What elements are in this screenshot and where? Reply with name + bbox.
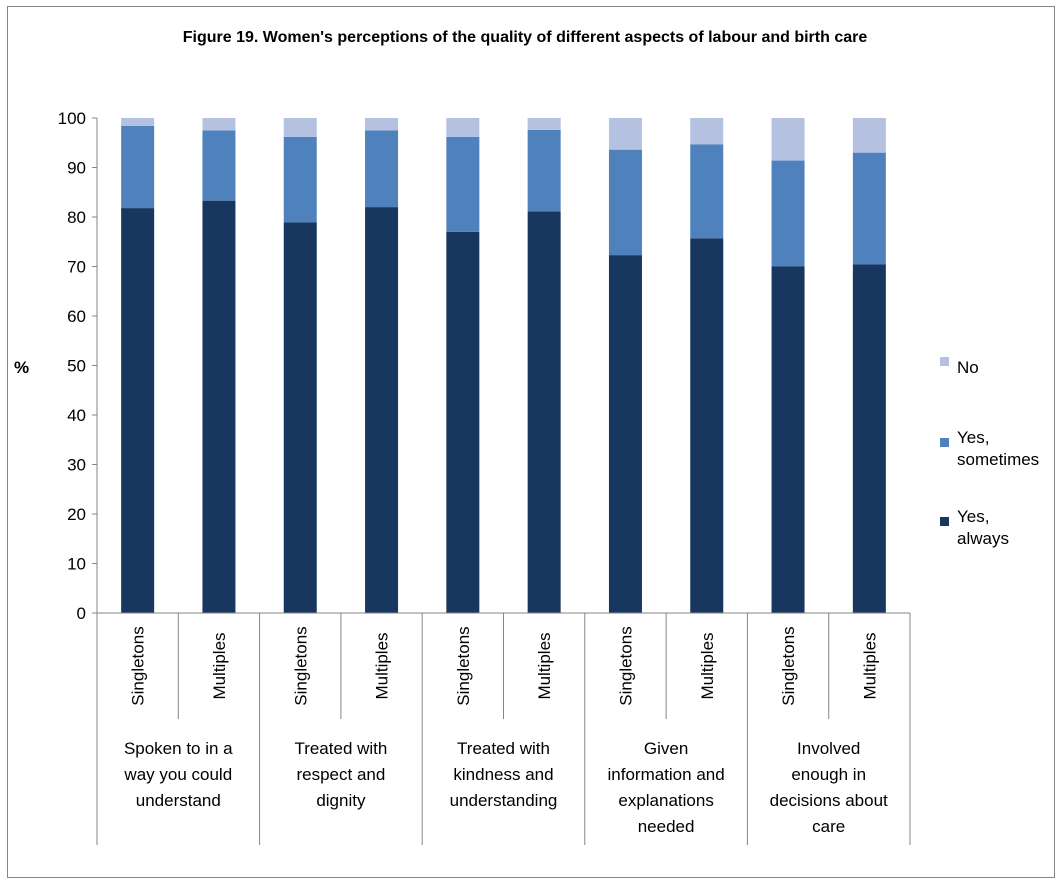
y-tick-label: 50 [67, 357, 86, 376]
bar-segment-no [283, 118, 317, 137]
x-group-label: Given [644, 739, 688, 758]
x-category-label: Multiples [535, 632, 554, 699]
bar-segment-no [446, 118, 480, 137]
x-group-label: enough in [791, 765, 866, 784]
y-tick-label: 0 [77, 604, 86, 623]
x-group-label: Involved [797, 739, 860, 758]
bar-segment-yes-always [283, 222, 317, 613]
x-category-label: Multiples [860, 632, 879, 699]
legend-label: sometimes [957, 450, 1039, 469]
chart-title: Figure 19. Women's perceptions of the qu… [182, 29, 868, 46]
y-tick-label: 10 [67, 555, 86, 574]
bar-segment-yes-always [202, 200, 236, 614]
bar-segment-yes-always [690, 238, 724, 613]
bar-segment-yes-sometimes [771, 160, 805, 267]
x-group-label: kindness and [453, 765, 553, 784]
y-tick-label: 70 [67, 258, 86, 277]
x-category-label: Singletons [291, 626, 310, 705]
y-tick-label: 100 [58, 109, 86, 128]
x-group-label: dignity [316, 791, 366, 810]
x-group-label: Spoken to in a [124, 739, 233, 758]
legend-swatch-yes-sometimes [940, 438, 949, 447]
legend-swatch-no [940, 357, 949, 366]
x-category-label: Singletons [129, 626, 148, 705]
x-category-label: Singletons [779, 626, 798, 705]
bar-segment-yes-sometimes [365, 130, 399, 208]
bar-segment-yes-sometimes [121, 125, 155, 209]
y-axis-label: % [14, 358, 29, 377]
bar-segment-no [202, 118, 236, 131]
bar-segment-yes-always [446, 231, 480, 613]
x-group-label: respect and [296, 765, 385, 784]
legend-swatch-yes-always [940, 517, 949, 526]
bar-segment-yes-always [527, 211, 561, 613]
y-tick-label: 60 [67, 307, 86, 326]
x-group-label: decisions about [770, 791, 888, 810]
x-group-label: explanations [618, 791, 713, 810]
bar-segment-yes-sometimes [608, 149, 642, 256]
bar-segment-yes-always [608, 255, 642, 614]
y-tick-label: 90 [67, 159, 86, 178]
x-group-label: care [812, 817, 845, 836]
x-category-label: Multiples [698, 632, 717, 699]
bar-segment-yes-always [771, 266, 805, 613]
bar-segment-yes-sometimes [852, 152, 886, 265]
bar-segment-no [121, 118, 155, 126]
x-group-label: Treated with [457, 739, 550, 758]
x-category-label: Singletons [454, 626, 473, 705]
bar-segment-yes-always [121, 208, 155, 613]
x-group-label: Treated with [294, 739, 387, 758]
bar-segment-yes-sometimes [202, 130, 236, 201]
bar-segment-no [365, 118, 399, 131]
bar-segment-no [690, 118, 724, 145]
x-group-label: information and [608, 765, 725, 784]
x-group-label: understand [136, 791, 221, 810]
y-tick-label: 80 [67, 208, 86, 227]
bar-segment-yes-always [365, 207, 399, 613]
x-group-label: understanding [450, 791, 558, 810]
bar-segment-no [608, 118, 642, 150]
y-tick-label: 40 [67, 406, 86, 425]
bar-segment-yes-sometimes [446, 136, 480, 232]
bar-segment-no [527, 118, 561, 130]
bar-segment-yes-sometimes [690, 144, 724, 239]
bar-segment-yes-always [852, 264, 886, 613]
x-group-label: needed [638, 817, 695, 836]
bar-segment-no [852, 118, 886, 153]
x-category-label: Multiples [373, 632, 392, 699]
legend-label: Yes, [957, 507, 989, 526]
bar-segment-yes-sometimes [283, 136, 317, 223]
x-category-label: Multiples [210, 632, 229, 699]
legend-label: No [957, 358, 979, 377]
x-category-label: Singletons [616, 626, 635, 705]
x-group-label: way you could [123, 765, 232, 784]
legend-label: always [957, 529, 1009, 548]
y-tick-label: 20 [67, 505, 86, 524]
bar-segment-yes-sometimes [527, 129, 561, 212]
bar-segment-no [771, 118, 805, 161]
legend-label: Yes, [957, 428, 989, 447]
y-tick-label: 30 [67, 456, 86, 475]
